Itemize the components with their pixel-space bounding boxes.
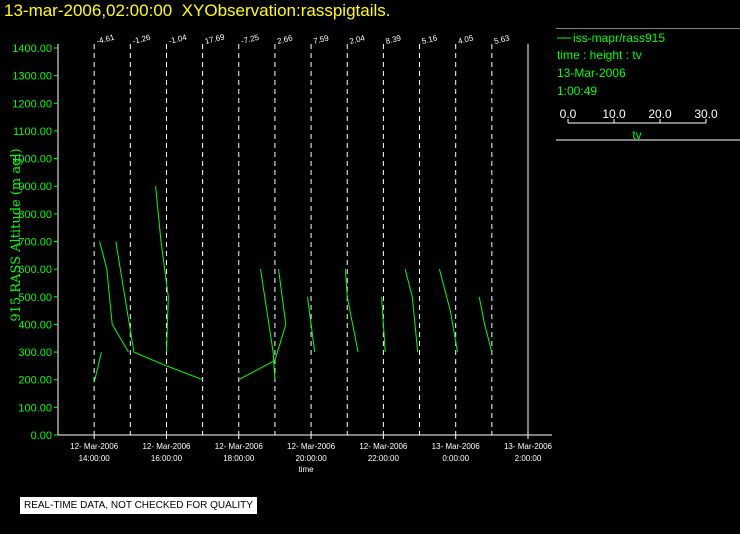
y-tick-label: 800.00 [18,209,52,221]
x-tick-date: 13- Mar-2006 [432,442,481,451]
pigtail-gridlines [93,44,493,435]
x-tick-time: 0:00:00 [442,454,469,463]
y-tick-label: 200.00 [18,375,52,387]
pigtail-value-label: -7.25 [240,33,260,46]
pigtail-trace [260,269,276,380]
axes [57,44,552,436]
legend-scale-tick-label: 10.0 [602,107,626,121]
pigtail-value-label: 4.05 [457,33,475,46]
pigtail-value-label: -1.04 [168,33,188,46]
y-tick-label: 500.00 [18,292,52,304]
x-axis-ticks: 12- Mar-2006 14:00:00 12- Mar-2006 16:00:00… [70,435,553,463]
pigtail-trace [155,186,169,353]
legend-date: 13-Mar-2006 [557,66,626,80]
legend-time: 1:00:49 [557,84,598,98]
pigtail-value-label: -4.61 [95,33,115,46]
y-axis-label: 915 RASS Altitude (m agl) [9,148,24,321]
legend-variables: time : height : tv [557,48,642,62]
legend-scale-label: tv [632,128,641,142]
x-tick-time: 22:00:00 [368,454,400,463]
pigtail-trace [404,268,419,353]
pigtail-trace [307,296,316,353]
legend-series-label: iss-mapr/rass915 [573,31,666,45]
legend-panel: 0.0 10.0 20.0 30.0 tv iss-mapr/rass915 time … [556,27,740,173]
legend-scale-bar: 0.0 10.0 20.0 30.0 tv [560,107,718,142]
y-tick-label: 1000.00 [12,154,52,166]
legend-scale-tick-label: 20.0 [648,107,672,121]
pigtail-value-label: -1.26 [132,33,152,46]
pigtail-trace [115,241,203,381]
data-series [93,186,493,383]
x-tick-date: 12- Mar-2006 [215,442,264,451]
y-tick-label: 300.00 [18,347,52,359]
pigtail-value-labels: -4.61 -1.26 -1.04 17.69 -7.25 2.66 7.59 2.04 8.3… [95,32,511,46]
chart-title: 13-mar-2006,02:00:00 XYObservation:rassp… [4,1,391,20]
y-tick-label: 900.00 [18,181,52,193]
quality-disclaimer: REAL-TIME DATA, NOT CHECKED FOR QUALITY [19,496,258,515]
x-tick-time: 2:00:00 [515,454,542,463]
pigtail-value-label: 5.16 [421,33,439,46]
x-axis-label: time [298,465,314,474]
y-tick-label: 1200.00 [12,98,52,110]
pigtail-value-label: 5.63 [493,33,511,46]
x-tick-date: 12- Mar-2006 [142,442,191,451]
y-tick-label: 0.00 [31,430,52,442]
x-tick-date: 12- Mar-2006 [70,442,119,451]
pigtail-trace [93,351,102,383]
y-tick-label: 100.00 [18,402,52,414]
x-tick-time: 14:00:00 [79,454,111,463]
x-tick-date: 12- Mar-2006 [359,442,408,451]
pigtail-trace [344,269,359,353]
x-tick-time: 20:00:00 [296,454,328,463]
pigtail-trace [478,296,493,353]
x-tick-date: 12- Mar-2006 [287,442,336,451]
y-axis-ticks: 0.00 100.00 200.00 300.00 400.00 500.00 600.00… [12,43,58,442]
x-tick-time: 18:00:00 [223,454,255,463]
chart-plot: 0.00 100.00 200.00 300.00 400.00 500.00 600.00… [9,32,553,474]
y-tick-label: 600.00 [18,264,52,276]
y-tick-label: 700.00 [18,237,52,249]
pigtail-trace [238,269,287,381]
pigtail-value-label: 8.39 [385,33,403,46]
y-tick-label: 1100.00 [13,126,52,138]
pigtail-trace [99,241,129,353]
y-tick-label: 1300.00 [12,71,52,83]
y-tick-label: 400.00 [18,319,52,331]
legend-scale-tick-label: 0.0 [560,107,577,121]
pigtail-value-label: 2.66 [276,33,294,46]
legend-scale-tick-label: 30.0 [694,107,718,121]
x-tick-time: 16:00:00 [151,454,183,463]
legend-graphics: 0.0 10.0 20.0 30.0 tv [556,27,740,142]
pigtail-trace [438,268,458,353]
pigtail-value-label: 2.04 [349,33,367,46]
x-tick-date: 13- Mar-2006 [504,442,553,451]
pigtail-value-label: 7.59 [312,33,330,46]
y-tick-label: 1400.00 [12,43,52,55]
pigtail-trace [381,296,386,353]
pigtail-value-label: 17.69 [204,32,226,46]
